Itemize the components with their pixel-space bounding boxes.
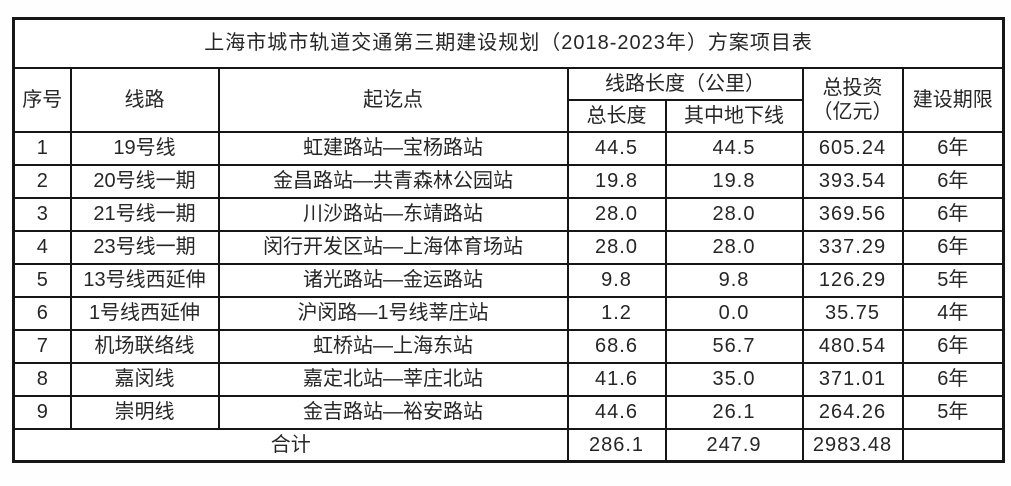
cell-period: 5年 bbox=[901, 394, 1005, 430]
cell-investment: 264.26 bbox=[801, 394, 904, 430]
header-line: 线路 bbox=[69, 66, 220, 133]
cell-period: 4年 bbox=[901, 295, 1005, 331]
cell-period: 6年 bbox=[901, 328, 1005, 364]
cell-underground-length: 28.0 bbox=[664, 196, 804, 232]
cell-underground-length: 0.0 bbox=[664, 295, 804, 331]
cell-endpoints: 虹建路站—宝杨路站 bbox=[217, 130, 569, 166]
cell-line: 崇明线 bbox=[69, 394, 220, 430]
cell-seq: 8 bbox=[12, 361, 72, 397]
cell-seq: 4 bbox=[12, 229, 72, 265]
table-footer-row: 合计 286.1 247.9 2983.48 bbox=[12, 427, 1005, 463]
cell-total-length: 19.8 bbox=[566, 163, 667, 199]
cell-period: 6年 bbox=[901, 361, 1005, 397]
cell-investment: 369.56 bbox=[801, 196, 904, 232]
cell-seq: 2 bbox=[12, 163, 72, 199]
cell-seq: 9 bbox=[12, 394, 72, 430]
header-period: 建设期限 bbox=[901, 66, 1005, 133]
cell-underground-length: 28.0 bbox=[664, 229, 804, 265]
cell-underground-length: 44.5 bbox=[664, 130, 804, 166]
cell-underground-length: 56.7 bbox=[664, 328, 804, 364]
table-row: 5 13号线西延伸 诸光路站—金运路站 9.8 9.8 126.29 5年 bbox=[12, 262, 1005, 298]
cell-total-length: 44.6 bbox=[566, 394, 667, 430]
header-underground-length: 其中地下线 bbox=[664, 98, 804, 133]
cell-line: 21号线一期 bbox=[69, 196, 220, 232]
cell-investment: 337.29 bbox=[801, 229, 904, 265]
cell-endpoints: 诸光路站—金运路站 bbox=[217, 262, 569, 298]
cell-seq: 1 bbox=[12, 130, 72, 166]
cell-period: 6年 bbox=[901, 229, 1005, 265]
footer-investment: 2983.48 bbox=[801, 427, 904, 463]
cell-line: 嘉闵线 bbox=[69, 361, 220, 397]
header-total-length: 总长度 bbox=[566, 98, 667, 133]
cell-seq: 7 bbox=[12, 328, 72, 364]
table-row: 2 20号线一期 金昌路站—共青森林公园站 19.8 19.8 393.54 6… bbox=[12, 163, 1005, 199]
cell-endpoints: 闵行开发区站—上海体育场站 bbox=[217, 229, 569, 265]
cell-line: 19号线 bbox=[69, 130, 220, 166]
cell-endpoints: 嘉定北站—莘庄北站 bbox=[217, 361, 569, 397]
cell-period: 5年 bbox=[901, 262, 1005, 298]
cell-seq: 6 bbox=[12, 295, 72, 331]
cell-investment: 605.24 bbox=[801, 130, 904, 166]
cell-endpoints: 沪闵路—1号线莘庄站 bbox=[217, 295, 569, 331]
header-row-sub: 总长度 其中地下线 bbox=[14, 98, 1004, 133]
header-investment: 总投资 （亿元） bbox=[801, 66, 904, 133]
cell-line: 机场联络线 bbox=[69, 328, 220, 364]
cell-underground-length: 26.1 bbox=[664, 394, 804, 430]
cell-line: 20号线一期 bbox=[69, 163, 220, 199]
cell-investment: 126.29 bbox=[801, 262, 904, 298]
header-investment-line1: 总投资 bbox=[822, 76, 883, 99]
rail-transit-plan-table: 上海市城市轨道交通第三期建设规划（2018-2023年）方案项目表 序号 线路 … bbox=[12, 17, 1006, 463]
cell-total-length: 9.8 bbox=[566, 262, 667, 298]
cell-total-length: 68.6 bbox=[566, 328, 667, 364]
footer-period-cell bbox=[901, 427, 1005, 463]
cell-period: 6年 bbox=[901, 130, 1005, 166]
cell-total-length: 44.5 bbox=[566, 130, 667, 166]
cell-seq: 3 bbox=[12, 196, 72, 232]
table-row: 6 1号线西延伸 沪闵路—1号线莘庄站 1.2 0.0 35.75 4年 bbox=[12, 295, 1005, 331]
cell-underground-length: 9.8 bbox=[664, 262, 804, 298]
cell-line: 23号线一期 bbox=[69, 229, 220, 265]
header-row-top: 序号 线路 起讫点 线路长度（公里） 总投资 （亿元） 建设期限 bbox=[12, 66, 1005, 133]
footer-total-label: 合计 bbox=[12, 427, 569, 463]
header-endpoints: 起讫点 bbox=[217, 66, 569, 133]
cell-investment: 35.75 bbox=[801, 295, 904, 331]
cell-total-length: 1.2 bbox=[566, 295, 667, 331]
header-length-group: 线路长度（公里） bbox=[566, 66, 804, 101]
cell-endpoints: 金昌路站—共青森林公园站 bbox=[217, 163, 569, 199]
cell-total-length: 41.6 bbox=[566, 361, 667, 397]
header-investment-line2: （亿元） bbox=[812, 100, 893, 123]
table-row: 8 嘉闵线 嘉定北站—莘庄北站 41.6 35.0 371.01 6年 bbox=[12, 361, 1005, 397]
cell-total-length: 28.0 bbox=[566, 229, 667, 265]
table-title: 上海市城市轨道交通第三期建设规划（2018-2023年）方案项目表 bbox=[12, 17, 1005, 69]
cell-line: 1号线西延伸 bbox=[69, 295, 220, 331]
header-seq: 序号 bbox=[12, 66, 72, 133]
table-title-row: 上海市城市轨道交通第三期建设规划（2018-2023年）方案项目表 bbox=[12, 17, 1005, 69]
cell-line: 13号线西延伸 bbox=[69, 262, 220, 298]
table-row: 9 崇明线 金吉路站—裕安路站 44.6 26.1 264.26 5年 bbox=[12, 394, 1005, 430]
cell-period: 6年 bbox=[901, 196, 1005, 232]
cell-underground-length: 19.8 bbox=[664, 163, 804, 199]
cell-total-length: 28.0 bbox=[566, 196, 667, 232]
cell-endpoints: 虹桥站—上海东站 bbox=[217, 328, 569, 364]
cell-investment: 480.54 bbox=[801, 328, 904, 364]
cell-underground-length: 35.0 bbox=[664, 361, 804, 397]
table-row: 3 21号线一期 川沙路站—东靖路站 28.0 28.0 369.56 6年 bbox=[12, 196, 1005, 232]
table-row: 4 23号线一期 闵行开发区站—上海体育场站 28.0 28.0 337.29 … bbox=[12, 229, 1005, 265]
footer-underground-length: 247.9 bbox=[664, 427, 804, 463]
cell-endpoints: 金吉路站—裕安路站 bbox=[217, 394, 569, 430]
cell-investment: 371.01 bbox=[801, 361, 904, 397]
table-row: 7 机场联络线 虹桥站—上海东站 68.6 56.7 480.54 6年 bbox=[12, 328, 1005, 364]
footer-total-length: 286.1 bbox=[566, 427, 667, 463]
cell-endpoints: 川沙路站—东靖路站 bbox=[217, 196, 569, 232]
cell-investment: 393.54 bbox=[801, 163, 904, 199]
cell-period: 6年 bbox=[901, 163, 1005, 199]
table-row: 1 19号线 虹建路站—宝杨路站 44.5 44.5 605.24 6年 bbox=[12, 130, 1005, 166]
cell-seq: 5 bbox=[12, 262, 72, 298]
